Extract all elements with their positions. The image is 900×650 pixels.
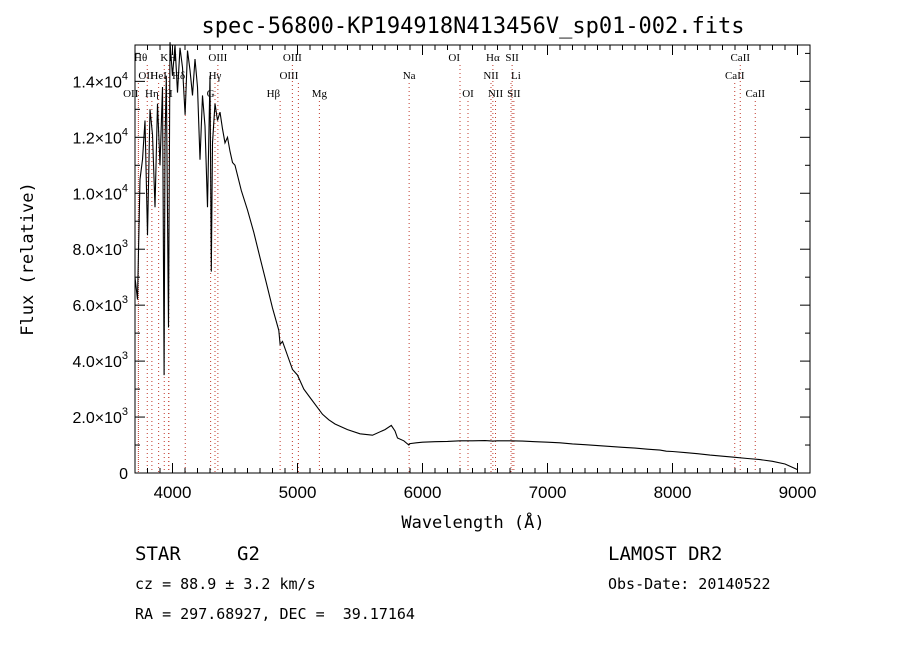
y-tick-label-0: 0	[119, 466, 128, 483]
line-label-0: Hθ	[134, 52, 147, 64]
y-tick-label-6: 1.2×104	[72, 126, 128, 147]
object-subclass: G2	[237, 543, 260, 565]
y-tick-label-2: 4.0×103	[72, 350, 128, 371]
x-tick-label-5: 9000	[779, 483, 817, 502]
y-tick-mantissa: 0	[119, 466, 128, 483]
line-label-20: H	[165, 88, 173, 100]
line-label-24: OI	[462, 88, 474, 100]
line-label-18: OII	[123, 88, 139, 100]
redshift-info: cz = 88.9 ± 3.2 km/s	[135, 575, 316, 593]
x-axis: 4000 5000 6000 7000 8000 9000	[147, 45, 817, 502]
y-tick-mantissa: 1.0×10	[72, 186, 121, 203]
observation-date: Obs-Date: 20140522	[608, 575, 771, 593]
y-tick-mantissa: 6.0×10	[72, 298, 121, 315]
line-label-2: H	[169, 52, 177, 64]
x-tick-label-4: 8000	[654, 483, 692, 502]
x-tick-label-2: 6000	[404, 483, 442, 502]
line-label-5: OI	[448, 52, 460, 64]
plot-frame	[134, 44, 811, 474]
line-label-3: OIII	[208, 52, 227, 64]
line-label-17: CaII	[725, 70, 745, 82]
line-label-12: Hγ	[209, 70, 222, 82]
x-tick-label-0: 4000	[154, 483, 192, 502]
spectrum-line	[134, 42, 798, 471]
y-tick-label-3: 6.0×103	[72, 294, 128, 315]
coordinates: RA = 297.68927, DEC = 39.17164	[135, 605, 415, 623]
spectral-line-markers	[137, 65, 756, 473]
chart-title: spec-56800-KP194918N413456V_sp01-002.fit…	[201, 14, 744, 39]
line-label-23: Mg	[312, 88, 328, 100]
y-tick-exponent: 3	[122, 294, 128, 306]
line-label-19: Hη	[145, 88, 159, 100]
y-tick-mantissa: 1.2×10	[72, 130, 121, 147]
y-tick-exponent: 4	[122, 126, 128, 138]
line-label-13: OIII	[279, 70, 298, 82]
line-label-8: CaII	[730, 52, 750, 64]
line-label-27: CaII	[745, 88, 765, 100]
line-label-14: Na	[403, 70, 416, 82]
y-tick-mantissa: 1.4×10	[72, 74, 121, 91]
y-tick-mantissa: 2.0×10	[72, 410, 121, 427]
line-label-9: OII	[138, 70, 154, 82]
line-label-1: K	[160, 52, 168, 64]
line-label-25: NII	[488, 88, 504, 100]
line-label-6: Hα	[486, 52, 500, 64]
object-class: STAR	[135, 543, 181, 565]
line-label-4: OIII	[283, 52, 302, 64]
y-tick-label-1: 2.0×103	[72, 406, 128, 427]
line-label-7: SII	[505, 52, 519, 64]
y-tick-exponent: 3	[122, 350, 128, 362]
y-tick-exponent: 4	[122, 70, 128, 82]
line-label-10: HeI	[150, 70, 167, 82]
line-label-15: NII	[483, 70, 499, 82]
y-tick-mantissa: 4.0×10	[72, 354, 121, 371]
x-tick-label-3: 7000	[529, 483, 567, 502]
y-tick-exponent: 4	[122, 182, 128, 194]
y-tick-label-5: 1.0×104	[72, 182, 128, 203]
y-axis-label: Flux (relative)	[18, 182, 38, 336]
line-label-22: Hβ	[267, 88, 281, 100]
y-tick-exponent: 3	[122, 406, 128, 418]
line-label-26: SII	[507, 88, 521, 100]
survey-name: LAMOST DR2	[608, 543, 722, 565]
x-axis-label: Wavelength (Å)	[401, 511, 544, 533]
x-tick-label-1: 5000	[279, 483, 317, 502]
y-axis: 02.0×1034.0×1036.0×1038.0×1031.0×1041.2×…	[72, 52, 810, 483]
y-tick-label-4: 8.0×103	[72, 238, 128, 259]
y-tick-mantissa: 8.0×10	[72, 242, 121, 259]
line-label-16: Li	[511, 70, 521, 82]
y-tick-label-7: 1.4×104	[72, 70, 128, 91]
y-tick-exponent: 3	[122, 238, 128, 250]
